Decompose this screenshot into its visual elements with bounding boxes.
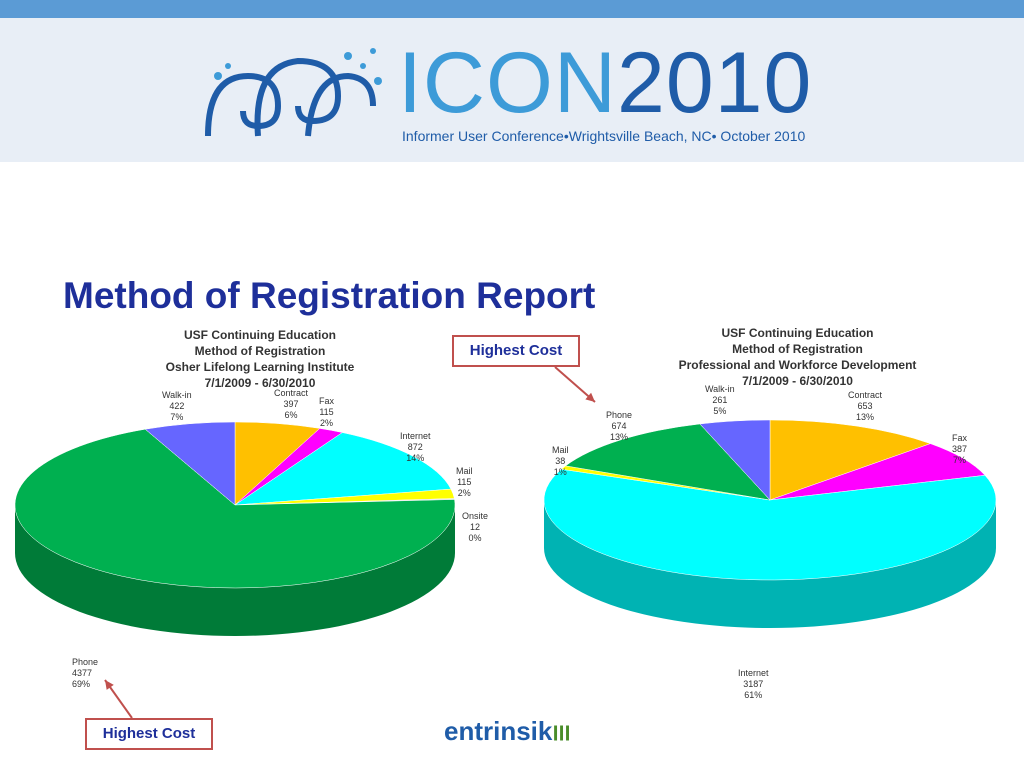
pie1-label-mail: Mail 115 2%: [456, 466, 473, 499]
chart-1-title-line: USF Continuing Education: [184, 328, 336, 342]
label-pct: 1%: [553, 467, 567, 477]
chart-2-title-line: USF Continuing Education: [721, 326, 874, 340]
pie2-slice-phone: [565, 423, 771, 501]
label-value: 4377: [72, 668, 93, 678]
wave-logo-icon: [205, 48, 382, 137]
pie1-slice-internet: [234, 432, 452, 506]
chart-2-title-line: Method of Registration: [732, 342, 863, 356]
pie2-slice-contract: [769, 419, 932, 501]
entrinsik-logo: entrinsikⲽ: [444, 712, 571, 748]
label-pct: 2%: [320, 418, 334, 428]
label-value: 38: [555, 456, 566, 466]
label-name: Phone: [606, 410, 633, 420]
conference-tagline: Informer User Conference•Wrightsville Be…: [402, 128, 806, 144]
label-value: 653: [857, 401, 873, 411]
pie1-label-fax: Fax 115 2%: [319, 396, 334, 429]
pie2-label-mail: Mail 38 1%: [552, 445, 569, 478]
pie2-slice-walkin: [699, 419, 771, 501]
chart-1-title: USF Continuing Education Method of Regis…: [150, 327, 370, 391]
slide-title: Method of Registration Report: [63, 275, 596, 316]
callout-arrow-top: [554, 366, 596, 403]
pie2-label-walkin: Walk-in 261 5%: [705, 384, 735, 417]
chart-2-title: USF Continuing Education Method of Regis…: [670, 325, 925, 389]
label-value: 12: [470, 522, 481, 532]
callout-arrow-bottom: [104, 679, 133, 719]
pie2-label-phone: Phone 674 13%: [606, 410, 632, 443]
label-name: Phone: [72, 657, 99, 667]
pie2-label-contract: Contract 653 13%: [848, 390, 882, 423]
label-pct: 69%: [72, 679, 91, 689]
label-name: Contract: [848, 390, 883, 400]
conference-banner: ICON2010 Informer User Conference•Wright…: [0, 18, 1024, 162]
pie2-label-fax: Fax 387 7%: [952, 433, 967, 466]
label-name: Onsite: [462, 511, 489, 521]
label-value: 115: [457, 477, 472, 487]
label-name: Internet: [400, 431, 431, 441]
label-pct: 7%: [953, 455, 967, 465]
label-value: 3187: [743, 679, 764, 689]
label-name: Walk-in: [162, 390, 192, 400]
pie2-side-internet: [544, 500, 996, 628]
pie1-label-internet: Internet 872 14%: [400, 431, 431, 464]
label-value: 387: [952, 444, 968, 454]
icon-word: ICON: [398, 35, 617, 131]
chart-1-title-line: Method of Registration: [194, 344, 326, 358]
entrinsik-logo-text: entrinsik: [444, 716, 553, 746]
pie1-label-onsite: Onsite 12 0%: [462, 511, 488, 544]
leaf-icon: ⲽ: [552, 716, 571, 746]
pie1-slice-phone: [14, 428, 456, 589]
label-pct: 14%: [406, 453, 425, 463]
chart-2-title-line: 7/1/2009 - 6/30/2010: [742, 374, 853, 388]
label-name: Mail: [552, 445, 569, 455]
chart-1-title-line: Osher Lifelong Learning Institute: [165, 360, 355, 374]
pie2-label-internet: Internet 3187 61%: [738, 668, 769, 701]
label-name: Fax: [952, 433, 968, 443]
label-name: Mail: [456, 466, 473, 476]
highest-cost-callout-top: Highest Cost: [452, 335, 580, 367]
pie1-slice-walkin: [144, 421, 236, 506]
label-value: 115: [319, 407, 334, 417]
label-value: 397: [283, 399, 299, 409]
pie2-slice-fax: [769, 443, 986, 501]
label-pct: 13%: [856, 412, 875, 422]
chart-1-title-line: 7/1/2009 - 6/30/2010: [204, 376, 316, 390]
label-pct: 5%: [713, 406, 727, 416]
label-pct: 7%: [170, 412, 184, 422]
label-pct: 13%: [610, 432, 629, 442]
label-name: Fax: [319, 396, 335, 406]
highest-cost-callout-bottom: Highest Cost: [85, 718, 213, 750]
label-pct: 0%: [468, 533, 482, 543]
label-value: 872: [407, 442, 423, 452]
conference-wordmark: ICON2010: [398, 40, 812, 126]
label-pct: 61%: [744, 690, 763, 700]
label-pct: 2%: [457, 488, 471, 498]
pie1-label-walkin: Walk-in 422 7%: [162, 390, 192, 423]
label-value: 261: [712, 395, 728, 405]
top-accent-bar: [0, 0, 1024, 18]
label-pct: 6%: [284, 410, 298, 420]
pie2-slice-internet: [543, 468, 997, 581]
pie1-side-phone: [15, 505, 455, 636]
label-name: Internet: [738, 668, 769, 678]
icon-year: 2010: [617, 35, 813, 131]
chart-2-title-line: Professional and Workforce Development: [678, 358, 917, 372]
label-name: Walk-in: [705, 384, 735, 394]
label-name: Contract: [274, 388, 309, 398]
pie1-label-phone: Phone 4377 69%: [72, 657, 98, 690]
label-value: 674: [611, 421, 627, 431]
pie1-label-contract: Contract 397 6%: [274, 388, 308, 421]
label-value: 422: [169, 401, 185, 411]
